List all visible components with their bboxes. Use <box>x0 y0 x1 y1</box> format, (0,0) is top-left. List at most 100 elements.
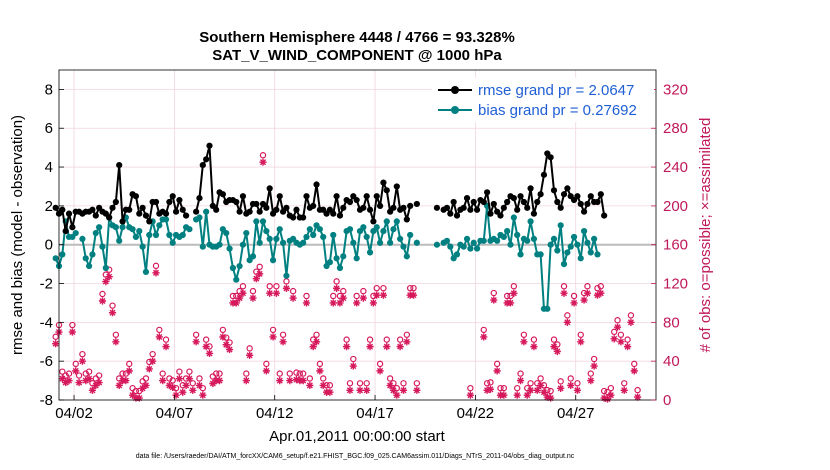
obs-possible-marker <box>544 386 551 394</box>
obs-possible-marker <box>149 350 156 358</box>
bias-point <box>112 224 119 231</box>
obs-assimilated-marker <box>603 395 612 403</box>
obs-assimilated-marker <box>219 333 227 341</box>
y-tick-label-right: 120 <box>663 276 688 293</box>
obs-possible-marker <box>79 350 86 358</box>
bias-point <box>567 243 574 250</box>
rmse-point <box>527 185 534 192</box>
rmse-point <box>510 195 517 202</box>
bias-point <box>136 228 143 235</box>
obs-assimilated-marker <box>486 385 495 393</box>
bias-point <box>233 276 240 283</box>
obs-possible-marker <box>574 380 581 387</box>
obs-possible-marker <box>510 283 518 290</box>
obs-possible-marker <box>263 360 270 368</box>
bias-point <box>336 264 344 272</box>
obs-assimilated-marker <box>125 367 133 375</box>
bias-point <box>310 231 317 239</box>
obs-possible-marker <box>403 331 411 338</box>
obs-assimilated-marker <box>202 343 210 351</box>
rmse-point <box>413 200 420 208</box>
obs-possible-marker <box>69 321 76 329</box>
obs-possible-marker <box>316 360 324 368</box>
bias-point <box>594 251 601 258</box>
obs-possible-marker <box>266 283 273 290</box>
obs-possible-marker <box>350 355 357 363</box>
obs-possible-marker <box>590 355 598 363</box>
obs-assimilated-marker <box>540 388 548 396</box>
rmse-point <box>524 204 531 211</box>
obs-assimilated-marker <box>62 378 70 387</box>
obs-possible-marker <box>380 284 387 292</box>
rmse-point <box>594 198 601 206</box>
rmse-point <box>557 204 564 211</box>
rmse-point <box>182 212 190 219</box>
obs-assimilated-marker <box>159 376 167 385</box>
bias-point <box>400 243 407 250</box>
obs-possible-marker <box>229 292 237 300</box>
y-tick-label-left: -6 <box>40 353 53 370</box>
rmse-point <box>346 198 354 206</box>
obs-possible-marker <box>326 382 334 389</box>
bias-point <box>537 251 544 258</box>
bias-point <box>276 226 283 233</box>
obs-assimilated-marker <box>145 365 153 373</box>
rmse-point <box>65 210 73 217</box>
obs-possible-marker <box>527 380 534 387</box>
obs-assimilated-marker <box>506 299 515 307</box>
obs-possible-marker <box>406 284 414 292</box>
obs-possible-marker <box>483 380 491 387</box>
obs-possible-marker <box>169 377 176 384</box>
rmse-point <box>203 156 210 163</box>
obs-assimilated-marker <box>279 338 287 346</box>
rmse-point <box>310 202 317 209</box>
obs-assimilated-marker <box>343 343 351 351</box>
bias-point <box>560 261 568 268</box>
obs-assimilated-marker <box>373 291 381 299</box>
rmse-point <box>166 198 173 206</box>
rmse-point <box>330 210 337 217</box>
obs-possible-marker <box>396 336 404 343</box>
rmse-point <box>480 198 487 206</box>
bias-point <box>524 237 531 244</box>
obs-assimilated-marker <box>366 343 374 351</box>
obs-possible-marker <box>343 336 350 343</box>
obs-possible-marker <box>320 375 327 382</box>
obs-possible-marker <box>493 360 501 368</box>
bias-point <box>517 251 524 258</box>
obs-possible-marker <box>363 380 370 387</box>
obs-assimilated-marker <box>587 376 595 385</box>
obs-assimilated-marker <box>516 376 525 385</box>
bias-point <box>480 237 487 244</box>
bias-point <box>547 241 554 248</box>
y-tick-label-left: 2 <box>45 198 53 215</box>
obs-possible-marker <box>216 370 223 377</box>
bias-point <box>350 239 357 246</box>
obs-assimilated-marker <box>326 388 334 396</box>
obs-possible-marker <box>383 336 390 343</box>
obs-assimilated-marker <box>557 384 565 392</box>
bias-point <box>564 249 571 256</box>
obs-assimilated-marker <box>105 273 113 281</box>
obs-possible-marker <box>587 370 594 377</box>
rmse-point <box>256 208 263 215</box>
rmse-point <box>69 224 76 231</box>
rmse-point <box>554 198 561 206</box>
bias-point <box>346 226 354 233</box>
obs-assimilated-marker <box>182 381 190 390</box>
obs-possible-marker <box>306 375 314 382</box>
obs-possible-marker <box>226 339 233 346</box>
rmse-point <box>152 198 160 206</box>
obs-assimilated-marker <box>560 289 568 297</box>
obs-assimilated-marker <box>627 318 635 326</box>
rmse-point <box>139 204 146 211</box>
rmse-point <box>236 208 243 215</box>
bias-point <box>580 228 588 235</box>
obs-assimilated-marker <box>272 289 280 297</box>
obs-possible-marker <box>109 302 116 309</box>
obs-assimilated-marker <box>563 318 571 326</box>
obs-possible-marker <box>487 379 494 386</box>
obs-assimilated-marker <box>466 391 474 399</box>
obs-possible-marker <box>156 326 163 334</box>
obs-possible-marker <box>570 292 578 300</box>
